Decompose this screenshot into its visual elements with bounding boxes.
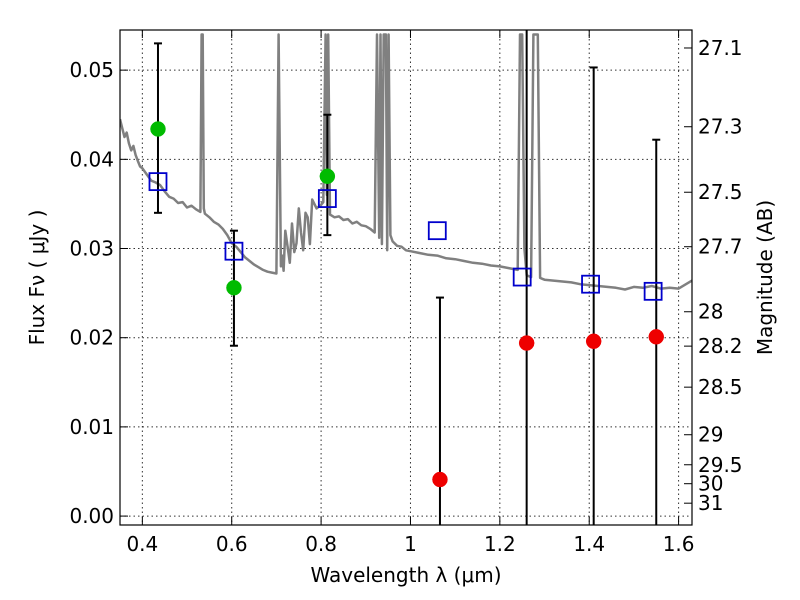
y2-tick-label: 30 [698, 472, 723, 496]
model-point-square [148, 172, 168, 192]
y2-tick-label: 28.2 [698, 334, 743, 358]
model-point-square [643, 281, 663, 301]
y-tick-label: 0.00 [69, 504, 114, 528]
x-tick-label: 0.4 [126, 532, 158, 556]
model-point-square [427, 221, 447, 241]
detection-point [150, 121, 166, 137]
y2-tick-label: 27.1 [698, 36, 743, 60]
y-axis-label: Flux Fν ( μJy ) [25, 210, 49, 346]
detection-point [319, 168, 336, 185]
y2-tick-label: 28.5 [698, 375, 743, 399]
y2-tick-label: 27.3 [698, 115, 743, 139]
x-tick-label: 0.8 [305, 532, 337, 556]
y2-tick-label: 31 [698, 491, 723, 515]
limit-point [648, 329, 664, 345]
ticks [120, 30, 692, 525]
y2-tick-label: 27.7 [698, 235, 743, 259]
y-tick-label: 0.05 [69, 58, 114, 82]
y-tick-label: 0.04 [69, 147, 114, 171]
x-axis-label: Wavelength λ (μm) [310, 563, 501, 587]
y2-axis-label: Magnitude (AB) [753, 200, 777, 355]
plot-frame [119, 29, 693, 526]
y2-tick-label: 29.5 [698, 453, 743, 477]
x-tick-label: 0.6 [216, 532, 248, 556]
limit-point [432, 471, 448, 488]
limit-point [518, 335, 535, 351]
detection-point [226, 280, 242, 296]
model-point-square [512, 267, 532, 287]
x-tick-label: 1.4 [573, 532, 605, 556]
markers [148, 121, 664, 488]
tick-labels: 0.4 0.6 0.8 1 1.2 1.4 1.6 0.00 0.01 0.02 0.03 0.04 0… [69, 36, 742, 556]
model-point-square [581, 274, 600, 294]
x-tick-label: 1.2 [484, 532, 516, 556]
x-tick-label: 1 [404, 532, 417, 556]
y2-tick-label: 29 [698, 423, 723, 447]
y2-tick-label: 27.5 [698, 180, 743, 204]
model-point-square [317, 189, 337, 208]
x-tick-label: 1.6 [663, 532, 695, 556]
y-tick-label: 0.01 [69, 415, 114, 439]
model-point-square [224, 241, 244, 261]
limit-point [585, 333, 602, 350]
y-tick-label: 0.02 [69, 326, 114, 350]
y-tick-label: 0.03 [69, 237, 114, 261]
y2-tick-label: 28 [698, 300, 723, 324]
grid [120, 30, 692, 525]
